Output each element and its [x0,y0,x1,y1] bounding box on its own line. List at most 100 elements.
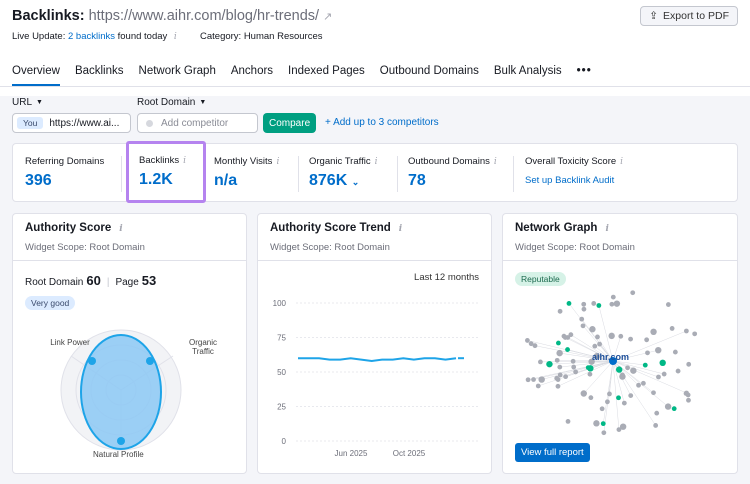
network-center-node[interactable] [609,357,617,365]
network-node [581,301,587,307]
tab-anchors[interactable]: Anchors [230,65,274,77]
setup-audit-link[interactable]: Set up Backlink Audit [525,175,615,186]
info-icon[interactable]: i [605,224,609,234]
tab-indexed-pages[interactable]: Indexed Pages [288,65,365,77]
network-node [596,303,602,308]
page-label: Page [115,277,139,288]
target-url-field[interactable]: You https://www.ai... [12,113,131,133]
export-pdf-button[interactable]: ⇪ Export to PDF [640,6,738,26]
metric-label: Monthly Visits [214,156,273,167]
metrics-bar: Referring Domains 396 Monthly Visits i n/… [12,143,738,202]
info-icon[interactable]: i [493,157,497,167]
info-icon[interactable]: i [374,157,378,167]
metric-organic-traffic[interactable]: Organic Traffic i 876K ⌄ [309,144,382,203]
more-tabs-icon[interactable]: ••• [576,65,592,77]
network-node [645,350,650,356]
metric-label: Referring Domains [25,156,105,167]
network-node [692,331,698,337]
network-node [664,403,672,410]
metric-monthly-visits[interactable]: Monthly Visits i n/a [214,144,283,203]
network-node [546,360,553,368]
network-node [593,353,600,360]
network-node [556,349,563,357]
backlinks-highlight[interactable]: Backlinks i 1.2K [126,141,206,203]
metric-label: Overall Toxicity Score [525,156,617,167]
network-graph[interactable] [503,214,738,474]
network-node [683,328,689,334]
chevron-down-icon[interactable]: ⌄ [351,177,360,187]
tab-overview[interactable]: Overview [12,65,60,86]
network-edge [598,305,614,362]
network-edge [570,334,614,362]
metric-label: Outbound Domains [408,156,490,167]
network-node [620,372,625,378]
new-backlinks-link[interactable]: 2 backlinks [67,31,115,42]
card-divider [13,260,246,261]
network-node [554,357,560,363]
compare-button[interactable]: Compare [263,113,317,133]
widget-scope: Widget Scope: Root Domain [515,242,635,253]
metric-outbound-domains[interactable]: Outbound Domains i 78 [408,144,501,203]
tab-network-graph[interactable]: Network Graph [138,65,216,77]
external-link-icon[interactable]: ↗ [323,11,333,23]
network-node [686,397,691,403]
tab-backlinks[interactable]: Backlinks [74,65,124,77]
trend-series-line[interactable] [298,357,457,362]
network-node [686,361,692,367]
network-node [525,377,531,383]
live-update-suffix: found today [117,31,168,42]
export-pdf-label: Export to PDF [663,10,729,22]
network-node [599,406,605,412]
metric-referring-domains[interactable]: Referring Domains 396 [25,144,104,203]
page-score: 53 [141,273,157,288]
card-title: Network Graph [515,222,598,234]
top-bar: Backlinks: https://www.aihr.com/blog/hr-… [0,0,750,96]
metric-value[interactable]: 396 [25,172,52,189]
radar-label-natural: Natural Profile [93,450,144,459]
competitor-field[interactable] [137,113,258,133]
metric-divider [513,156,514,192]
competitor-input[interactable] [161,117,251,129]
tab-outbound-domains[interactable]: Outbound Domains [379,65,479,77]
metric-value[interactable]: 876K [309,172,348,189]
y-tick-label: 0 [282,437,287,446]
title-prefix: Backlinks: [12,8,85,24]
y-tick-label: 50 [277,368,286,377]
info-icon[interactable]: i [183,156,187,166]
page-title: Backlinks: https://www.aihr.com/blog/hr-… [12,8,332,24]
metric-value[interactable]: 1.2K [139,171,173,188]
score-quality-badge: Very good [25,296,76,310]
target-url-value: https://www.ai... [49,117,120,129]
info-icon[interactable]: i [173,32,177,42]
network-node [619,423,627,430]
info-icon[interactable]: i [398,224,403,234]
add-competitors-link[interactable]: + Add up to 3 competitors [325,117,439,128]
view-full-report-button[interactable]: View full report [515,443,590,462]
title-url[interactable]: https://www.aihr.com/blog/hr-trends/ [88,8,320,24]
network-edge [581,318,614,362]
organic-traffic-point[interactable] [146,357,154,365]
card-divider [503,260,737,261]
link-power-point[interactable] [88,357,96,365]
network-edge [540,360,614,363]
natural-profile-point[interactable] [117,437,125,445]
network-node [561,333,567,339]
network-node [557,364,563,370]
metric-value[interactable]: 78 [408,172,426,189]
network-center-label: aihr.com [592,352,630,362]
network-edge [565,337,614,362]
network-node [671,406,677,412]
info-icon[interactable]: i [620,157,624,167]
root-domain-label: Root Domain [137,97,196,108]
network-node [601,430,607,436]
tab-bulk-analysis[interactable]: Bulk Analysis [493,65,562,77]
score-values: Root Domain 60 | Page 53 [25,273,156,288]
info-icon[interactable]: i [119,224,123,234]
network-edge [612,360,646,366]
url-dropdown[interactable]: URL ▼ [12,97,43,108]
upload-icon: ⇪ [649,10,659,22]
network-edge [559,352,614,362]
root-domain-dropdown[interactable]: Root Domain ▼ [137,97,206,108]
info-icon[interactable]: i [276,157,280,167]
network-node [556,340,561,346]
